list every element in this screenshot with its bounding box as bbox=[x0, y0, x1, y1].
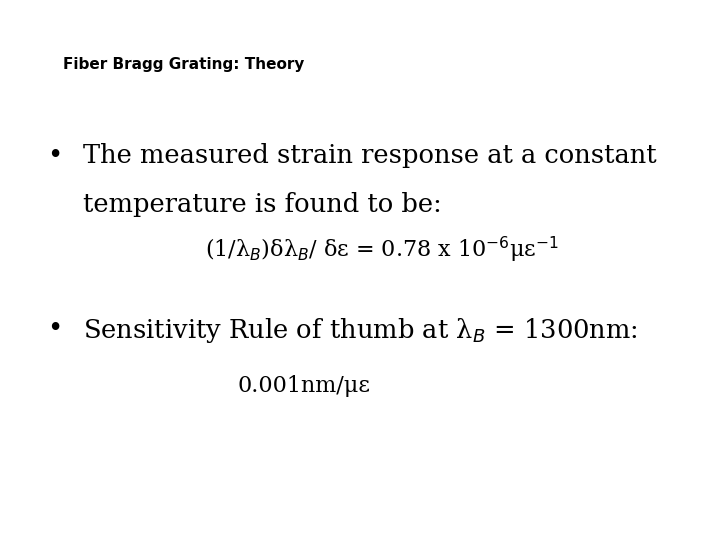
Text: •: • bbox=[47, 143, 62, 168]
Text: Fiber Bragg Grating: Theory: Fiber Bragg Grating: Theory bbox=[63, 57, 305, 72]
Text: (1/λ$_B$)δλ$_B$/ δε = 0.78 x 10$^{-6}$με$^{-1}$: (1/λ$_B$)δλ$_B$/ δε = 0.78 x 10$^{-6}$με… bbox=[205, 235, 559, 265]
Text: 0.001nm/με: 0.001nm/με bbox=[238, 375, 371, 397]
Text: The measured strain response at a constant: The measured strain response at a consta… bbox=[83, 143, 657, 168]
Text: Sensitivity Rule of thumb at λ$_B$ = 1300nm:: Sensitivity Rule of thumb at λ$_B$ = 130… bbox=[83, 316, 638, 345]
Text: temperature is found to be:: temperature is found to be: bbox=[83, 192, 441, 217]
Text: •: • bbox=[47, 316, 62, 341]
